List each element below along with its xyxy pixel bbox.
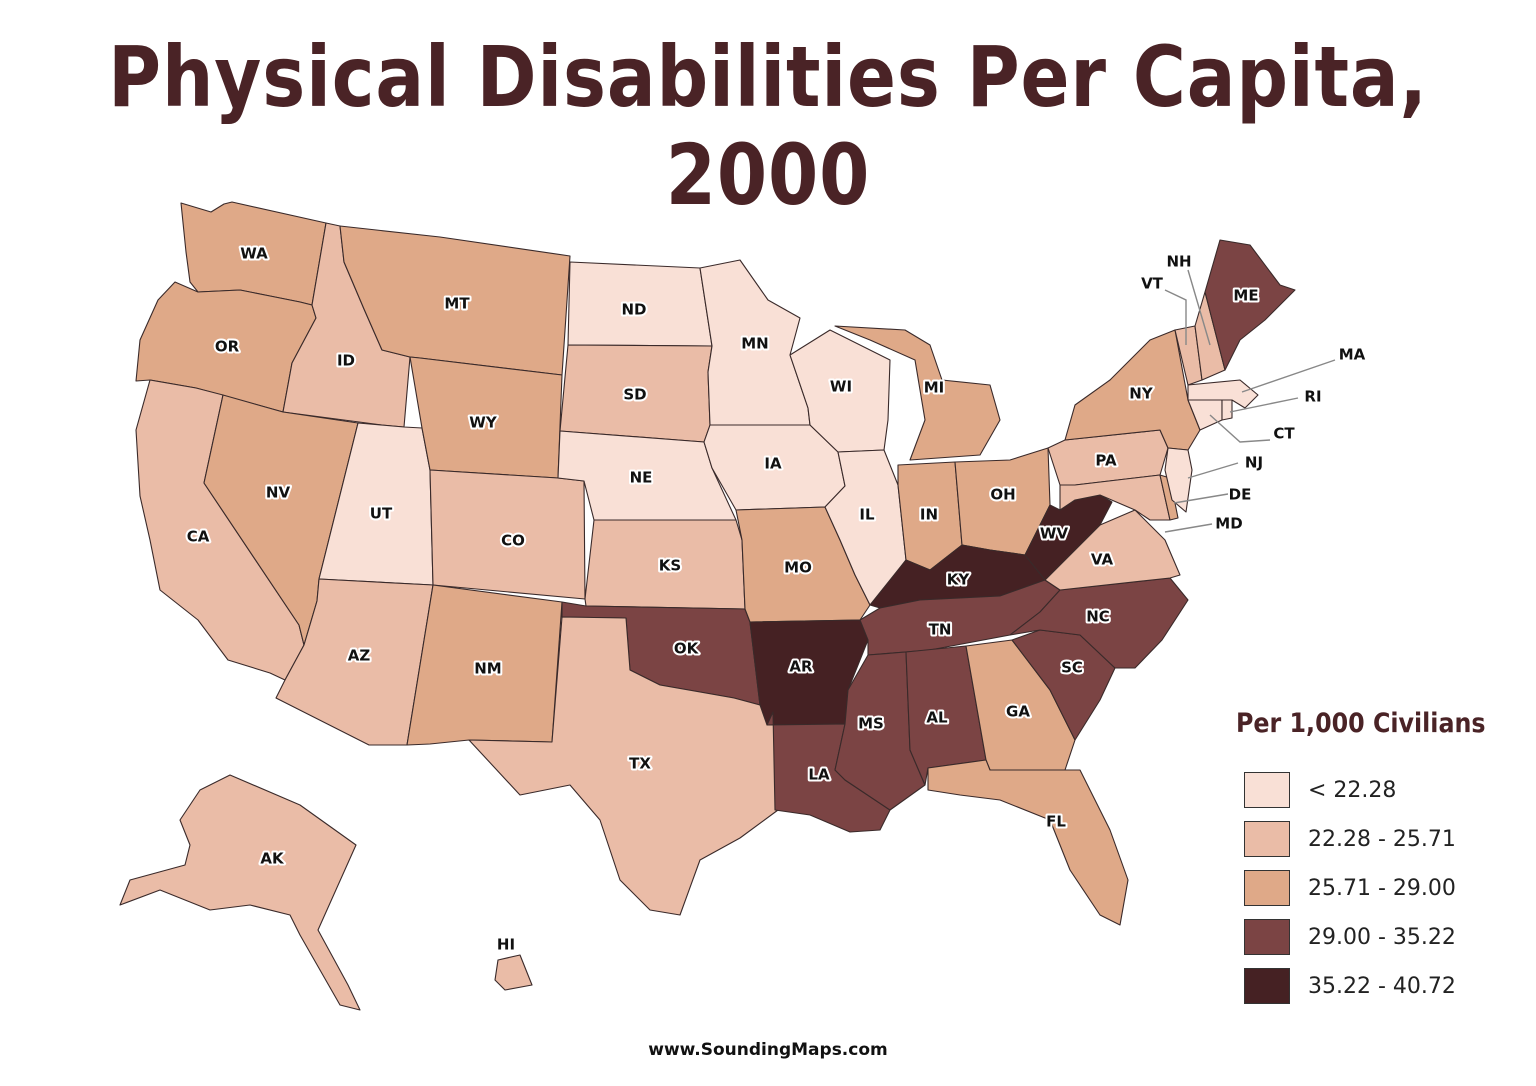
state-label-ok: OK: [674, 640, 700, 658]
state-label-va: VA: [1091, 551, 1114, 569]
state-label-nv: NV: [266, 484, 291, 502]
legend-item: < 22.28: [1244, 772, 1396, 808]
state-label-ca: CA: [187, 528, 210, 546]
state-label-oh: OH: [990, 486, 1015, 504]
legend-swatch: [1244, 821, 1290, 857]
state-label-ky: KY: [947, 571, 971, 589]
state-label-hi: HI: [497, 936, 515, 954]
legend-label: 22.28 - 25.71: [1308, 826, 1456, 852]
leader-ct: [1209, 414, 1271, 443]
state-label-wi: WI: [830, 378, 852, 396]
state-label-ms: MS: [858, 715, 884, 733]
legend-swatch: [1244, 919, 1290, 955]
legend-item: 25.71 - 29.00: [1244, 870, 1456, 906]
leader-de: [1173, 493, 1229, 504]
state-label-fl: FL: [1046, 813, 1066, 831]
leader-nh: [1187, 269, 1211, 346]
state-nj: [1164, 447, 1193, 513]
map-title: Physical Disabilities Per Capita, 2000: [108, 28, 1428, 224]
state-label-ga: GA: [1006, 703, 1030, 721]
state-label-tn: TN: [929, 621, 952, 639]
state-label-sd: SD: [623, 386, 646, 404]
legend-title: Per 1,000 Civilians: [1236, 708, 1486, 739]
state-label-ny: NY: [1129, 385, 1154, 403]
state-label-ri: RI: [1304, 388, 1321, 406]
state-co: [429, 469, 586, 600]
legend-item: 22.28 - 25.71: [1244, 821, 1456, 857]
state-nc: [1009, 577, 1189, 669]
state-hi: [494, 954, 533, 991]
state-label-ne: NE: [630, 469, 653, 487]
state-label-ar: AR: [789, 658, 813, 676]
legend-label: 25.71 - 29.00: [1308, 875, 1456, 901]
state-label-sc: SC: [1061, 659, 1083, 677]
state-label-ia: IA: [764, 455, 782, 473]
state-label-vt: VT: [1141, 275, 1164, 293]
state-label-md: MD: [1215, 515, 1242, 533]
state-label-wv: WV: [1040, 525, 1069, 543]
state-wv: [1024, 494, 1113, 581]
state-label-la: LA: [808, 766, 830, 784]
state-label-in: IN: [920, 506, 938, 524]
state-label-nj: NJ: [1245, 454, 1263, 472]
legend-label: 35.22 - 40.72: [1308, 973, 1456, 999]
state-label-ak: AK: [260, 850, 285, 868]
state-label-de: DE: [1229, 486, 1252, 504]
state-mi: [834, 325, 1001, 461]
state-label-mn: MN: [741, 335, 768, 353]
state-label-az: AZ: [348, 647, 371, 665]
state-label-nh: NH: [1166, 253, 1191, 271]
leader-vt: [1164, 289, 1187, 345]
legend-item: 35.22 - 40.72: [1244, 968, 1456, 1004]
leader-ma: [1241, 359, 1336, 393]
state-label-ks: KS: [659, 557, 681, 575]
state-label-me: ME: [1233, 287, 1258, 305]
legend-label: 29.00 - 35.22: [1308, 924, 1456, 950]
legend-swatch: [1244, 772, 1290, 808]
state-label-ct: CT: [1273, 425, 1295, 443]
state-label-ut: UT: [370, 505, 393, 523]
state-tx: [468, 616, 779, 916]
legend-label: < 22.28: [1308, 777, 1397, 803]
state-label-mo: MO: [784, 559, 812, 577]
state-label-wy: WY: [469, 414, 498, 432]
state-label-tx: TX: [629, 755, 651, 773]
state-label-al: AL: [926, 709, 948, 727]
state-fl: [927, 759, 1129, 926]
state-label-ma: MA: [1339, 346, 1366, 364]
state-label-nm: NM: [474, 660, 501, 678]
legend-swatch: [1244, 968, 1290, 1004]
state-md: [1059, 474, 1171, 521]
state-ri: [1221, 399, 1233, 421]
state-label-wa: WA: [240, 245, 268, 263]
legend-swatch: [1244, 870, 1290, 906]
website-credit: www.SoundingMaps.com: [648, 1040, 888, 1060]
state-ma: [1187, 379, 1259, 409]
leader-ri: [1229, 397, 1299, 413]
leader-md: [1164, 523, 1213, 533]
legend-item: 29.00 - 35.22: [1244, 919, 1456, 955]
state-label-nd: ND: [621, 301, 646, 319]
state-label-id: ID: [337, 352, 355, 370]
state-label-or: OR: [215, 338, 240, 356]
state-label-il: IL: [859, 506, 875, 524]
state-label-pa: PA: [1095, 452, 1117, 470]
state-ak: [119, 774, 361, 1011]
state-label-mi: MI: [924, 379, 945, 397]
state-me: [1204, 239, 1296, 371]
state-label-co: CO: [501, 532, 525, 550]
state-label-nc: NC: [1086, 608, 1110, 626]
state-label-mt: MT: [444, 295, 470, 313]
leader-nj: [1187, 462, 1239, 479]
